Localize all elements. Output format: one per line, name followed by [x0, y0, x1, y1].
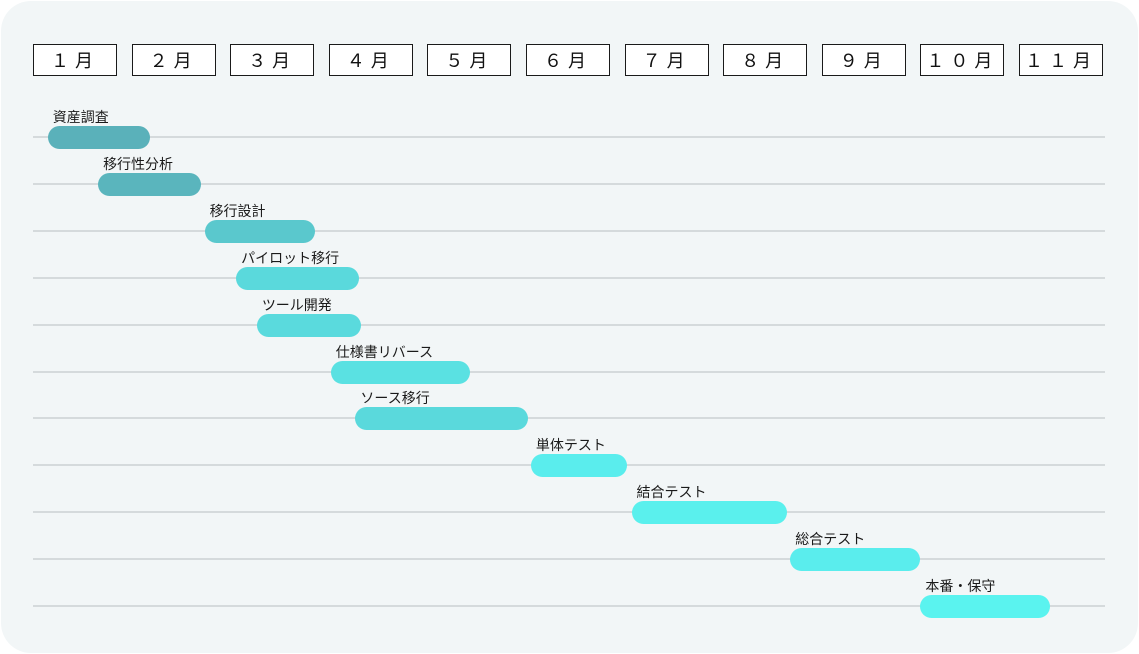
row-divider [33, 370, 1105, 373]
month-label: ７月 [624, 44, 709, 76]
task-label: 総合テスト [795, 532, 866, 549]
month-label: ９月 [821, 44, 906, 76]
task-bar [204, 219, 315, 243]
task-label: ツール開発 [261, 297, 332, 314]
row-divider [33, 276, 1105, 279]
month-label: １月 [33, 44, 117, 76]
task-label: 移行設計 [209, 203, 266, 220]
month-label: ２月 [131, 44, 216, 76]
task-bar [355, 407, 528, 431]
row-divider [33, 136, 1105, 138]
task-bar [47, 126, 151, 149]
month-label: １０月 [920, 44, 1005, 76]
month-label: ６月 [526, 44, 610, 76]
task-label: 単体テスト [535, 438, 606, 455]
month-label: ８月 [723, 44, 808, 76]
row-divider [33, 417, 1105, 420]
task-label: 本番・保守 [925, 579, 996, 595]
row-divider [33, 229, 1105, 232]
month-label: １１月 [1019, 44, 1103, 76]
task-bar [330, 360, 470, 384]
row-divider [33, 558, 1105, 561]
task-label: 結合テスト [636, 485, 707, 502]
task-bar [530, 454, 627, 478]
task-label: 移行性分析 [103, 156, 174, 173]
row-divider [33, 323, 1105, 326]
month-label: ４月 [328, 44, 413, 76]
task-bar [631, 501, 788, 525]
row-divider [33, 605, 1105, 607]
task-label: パイロット移行 [241, 250, 340, 267]
task-bar [98, 172, 201, 196]
task-bar [256, 313, 362, 337]
task-label: 資産調査 [52, 110, 109, 126]
task-label: 仕様書リバース [335, 344, 434, 361]
task-label: ソース移行 [360, 391, 430, 408]
row-divider [33, 182, 1105, 185]
month-label: ５月 [427, 44, 512, 76]
row-divider [33, 511, 1105, 514]
task-bar [920, 595, 1050, 618]
task-bar [790, 548, 921, 572]
task-bar [236, 266, 360, 290]
month-label: ３月 [230, 44, 315, 76]
